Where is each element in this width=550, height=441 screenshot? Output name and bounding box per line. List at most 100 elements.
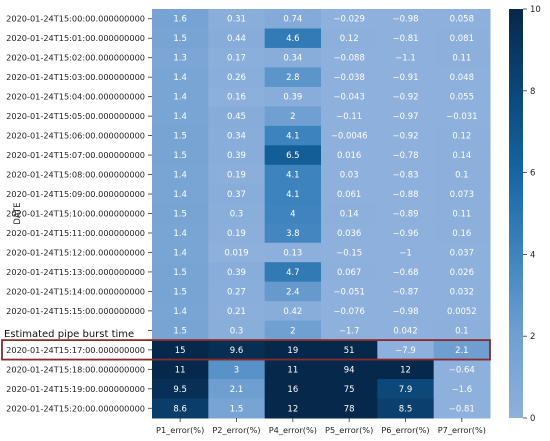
column-label: P4_error(%) [269, 425, 317, 435]
cell-value-label: 0.037 [450, 248, 474, 258]
cell-value-label: 6.5 [286, 151, 300, 161]
heatmap-cell [208, 28, 266, 49]
column-label: P6_error(%) [381, 425, 429, 435]
heatmap-cell [152, 379, 209, 400]
row-label: 2020-01-24T15:04:00.000000000 [6, 92, 145, 102]
row-label: 2020-01-24T15:11:00.000000000 [6, 228, 145, 238]
cell-value-label: 1.4 [173, 171, 187, 181]
cell-value-label: 1.4 [173, 307, 187, 317]
cell-value-label: 4.1 [286, 190, 300, 200]
cell-value-label: 4.7 [286, 268, 300, 278]
heatmap-cell [321, 47, 378, 68]
cell-value-label: −0.15 [336, 248, 362, 258]
heatmap-cell [321, 301, 378, 322]
cell-value-label: 2.1 [230, 385, 244, 395]
cell-value-label: −0.81 [392, 34, 418, 44]
column-label: P7_error(%) [438, 425, 486, 435]
heatmap-cell [208, 9, 266, 29]
cell-value-label: −0.11 [336, 112, 362, 122]
cell-value-label: 1.4 [173, 112, 187, 122]
cell-value-label: −0.98 [392, 307, 418, 317]
heatmap-cell [264, 47, 322, 68]
row-label: 2020-01-24T15:13:00.000000000 [6, 267, 145, 277]
heatmap-cell [208, 340, 266, 361]
cell-value-label: −1.6 [452, 385, 473, 395]
cell-value-label: 75 [344, 385, 355, 395]
heatmap-cell [321, 379, 378, 400]
heatmap-cell [433, 9, 491, 29]
cell-value-label: −1.1 [395, 54, 416, 64]
cell-value-label: 0.3 [230, 326, 244, 336]
heatmap-cell [208, 67, 266, 88]
heatmap-cell [433, 145, 491, 166]
cell-value-label: −0.91 [392, 73, 418, 83]
cell-value-label: −0.96 [392, 229, 418, 239]
heatmap-cell [264, 106, 322, 127]
cell-value-label: −0.64 [449, 365, 475, 375]
heatmap-cell [208, 281, 266, 302]
heatmap-cell [433, 262, 491, 283]
heatmap-cell [433, 301, 491, 322]
cell-value-label: −0.88 [392, 190, 418, 200]
heatmap-cell [208, 359, 266, 380]
heatmap-cell [321, 281, 378, 302]
heatmap-cell [264, 164, 322, 185]
cell-value-label: 1.5 [173, 210, 187, 220]
heatmap-cell [377, 203, 435, 224]
heatmap-cell [321, 145, 378, 166]
heatmap-cell [208, 47, 266, 68]
heatmap-cell [433, 125, 491, 146]
cell-value-label: −0.038 [333, 73, 364, 83]
heatmap-cell [321, 223, 378, 244]
cell-value-label: 8.5 [399, 404, 413, 414]
cell-value-label: −0.031 [446, 112, 477, 122]
cell-value-label: 0.1 [455, 326, 469, 336]
colorbar-tick-label: 4 [530, 250, 535, 260]
colorbar-tick-label: 0 [530, 414, 535, 424]
row-label: 2020-01-24T15:07:00.000000000 [6, 150, 145, 160]
row-label: 2020-01-24T15:08:00.000000000 [6, 170, 145, 180]
row-label: 2020-01-24T15:03:00.000000000 [6, 72, 145, 82]
cell-value-label: −0.029 [333, 15, 364, 25]
cell-value-label: 1.3 [173, 54, 187, 64]
heatmap-cell [152, 301, 209, 322]
cell-value-label: 0.3 [230, 210, 244, 220]
heatmap-cell [152, 67, 209, 88]
cell-value-label: 0.37 [227, 190, 246, 200]
column-label: P5_error(%) [325, 425, 373, 435]
cell-value-label: 0.16 [227, 93, 246, 103]
cell-value-label: 1.5 [173, 34, 187, 44]
heatmap-cell [152, 203, 209, 224]
heatmap-cell [321, 184, 378, 205]
cell-value-label: 0.019 [224, 248, 248, 258]
heatmap-cell [264, 203, 322, 224]
heatmap-cell [433, 340, 491, 361]
cell-value-label: 0.12 [452, 132, 471, 142]
cell-value-label: 11 [175, 365, 186, 375]
heatmap-cell [264, 340, 322, 361]
cell-value-label: 15 [175, 346, 186, 356]
cell-value-label: 0.11 [452, 210, 471, 220]
cell-value-label: 1.4 [173, 93, 187, 103]
cell-value-label: 16 [287, 385, 298, 395]
heatmap-cell [377, 125, 435, 146]
heatmap-cell [433, 86, 491, 107]
colorbar-tick-label: 8 [530, 87, 535, 97]
cell-value-label: 0.12 [340, 34, 359, 44]
cell-value-label: 0.13 [283, 248, 302, 258]
cell-value-label: 0.042 [393, 326, 417, 336]
heatmap-cell [433, 106, 491, 127]
heatmap-cell [321, 67, 378, 88]
cell-value-label: 0.17 [227, 54, 246, 64]
heatmap-cell [152, 320, 209, 341]
heatmap-cell [152, 398, 209, 419]
heatmap-cell [264, 262, 322, 283]
cell-value-label: 0.026 [450, 268, 474, 278]
cell-value-label: 94 [344, 365, 355, 375]
cell-value-label: 0.44 [227, 34, 246, 44]
row-label: 2020-01-24T15:14:00.000000000 [6, 286, 145, 296]
heatmap-cell [377, 301, 435, 322]
cell-value-label: 4 [290, 210, 295, 220]
cell-value-label: 0.19 [227, 229, 246, 239]
